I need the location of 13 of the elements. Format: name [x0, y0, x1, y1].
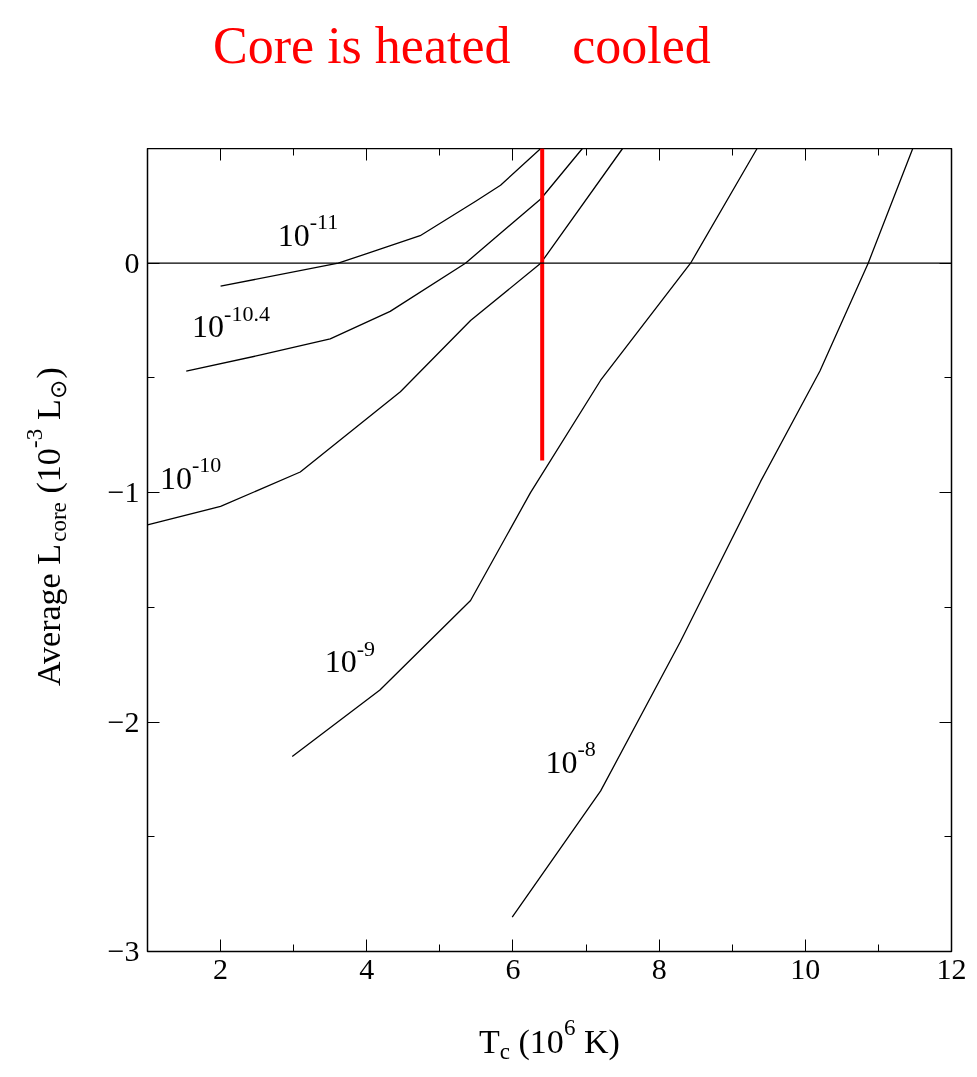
y-tick-label: −2: [107, 704, 140, 738]
x-tick-label: 8: [651, 951, 667, 985]
y-axis-title: Average Lcore (10-3 L⊙): [21, 367, 72, 686]
text: cooled: [572, 17, 711, 74]
y-tick-label: 0: [124, 245, 140, 279]
x-tick-label: 6: [505, 951, 521, 985]
x-tick-label: 2: [213, 951, 229, 985]
x-tick-label: 12: [936, 951, 967, 985]
x-tick-label: 4: [359, 951, 375, 985]
x-tick-label: 10: [790, 951, 821, 985]
text: Core is heated: [213, 17, 511, 74]
y-tick-label: −1: [107, 475, 140, 509]
y-tick-label: −3: [107, 934, 140, 967]
